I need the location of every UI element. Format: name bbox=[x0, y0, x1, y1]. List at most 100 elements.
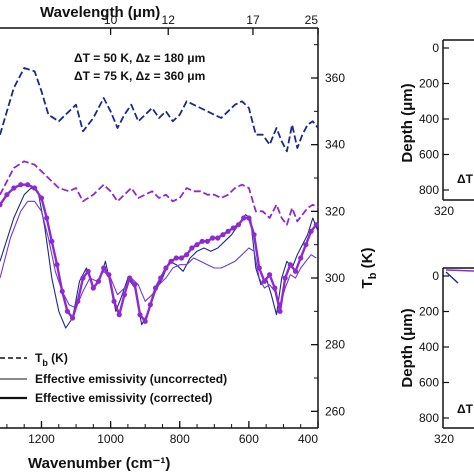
bottom-tick-label: 800 bbox=[170, 432, 190, 446]
depth-tick-label: 0 bbox=[432, 269, 439, 283]
depth-panel-bottom-curve-purple bbox=[445, 269, 474, 272]
series-point bbox=[31, 185, 38, 191]
series-point bbox=[313, 222, 319, 228]
series-point bbox=[4, 192, 10, 198]
legend-thin-label: Effective emissivity (uncorrected) bbox=[35, 372, 227, 386]
main-ticks bbox=[6, 28, 319, 428]
series-point bbox=[209, 235, 216, 241]
bottom-axis-title: Wavenumber (cm⁻¹) bbox=[28, 455, 170, 472]
series-point bbox=[298, 255, 304, 261]
depth-tick-label: 400 bbox=[419, 340, 439, 354]
series-point bbox=[132, 282, 138, 288]
right-tick-label: 260 bbox=[325, 404, 345, 418]
main-tick-labels: 1200 1000 800 600 400 10 12 17 25 260 280 300 320 340… bbox=[28, 13, 345, 446]
bottom-tick-label: 1200 bbox=[28, 432, 55, 446]
series-point bbox=[287, 262, 293, 268]
series-point bbox=[178, 255, 185, 261]
legend-thick-label: Effective emissivity (corrected) bbox=[35, 391, 212, 405]
depth-tick-label: 200 bbox=[419, 77, 439, 91]
main-panel: 1200 1000 800 600 400 10 12 17 25 260 280 300 320 340… bbox=[0, 13, 345, 446]
series-point bbox=[101, 265, 107, 271]
series-point bbox=[44, 215, 50, 221]
legend: Tb (K) Effective emissivity (uncorrected… bbox=[0, 351, 227, 405]
series-point bbox=[261, 278, 268, 284]
depth-panel-bottom-xtick: 320 bbox=[434, 432, 454, 446]
depth-tick-label: 800 bbox=[419, 183, 439, 197]
depth-panel-top-ticks: 0 200 400 600 800 bbox=[419, 41, 449, 197]
series-point bbox=[106, 272, 112, 278]
series-point bbox=[241, 215, 247, 221]
series-point bbox=[235, 222, 242, 228]
series-point bbox=[251, 232, 257, 238]
depth-panel-top-ylabel: Depth (μm) bbox=[399, 83, 416, 162]
depth-panel-bottom-ylabel: Depth (μm) bbox=[399, 308, 416, 387]
legend-dashed-label: Tb (K) bbox=[35, 351, 68, 368]
series-point bbox=[25, 182, 31, 188]
series-point bbox=[158, 275, 164, 281]
series-point bbox=[267, 272, 273, 278]
series-point bbox=[85, 268, 91, 274]
right-tick-label: 300 bbox=[325, 271, 345, 285]
series-line-0 bbox=[0, 67, 319, 153]
depth-panel-bottom: 0 200 400 600 800 Depth (μm) 320 ΔT bbox=[399, 267, 474, 446]
series-point bbox=[111, 298, 117, 304]
right-tick-label: 360 bbox=[325, 71, 345, 85]
legend-dashed-label-rest: (K) bbox=[48, 351, 68, 365]
series-line-4 bbox=[0, 183, 318, 323]
series-point bbox=[59, 288, 65, 294]
right-axis-title: Tb (K) bbox=[359, 248, 379, 289]
series-point bbox=[80, 275, 86, 281]
series-point bbox=[18, 182, 24, 188]
series-point bbox=[184, 252, 190, 258]
bottom-tick-label: 1000 bbox=[97, 432, 124, 446]
bottom-tick-label: 400 bbox=[298, 432, 318, 446]
annotation-50k: ΔT = 50 K, Δz = 180 μm bbox=[74, 51, 205, 65]
right-axis-title-main: T bbox=[359, 279, 376, 288]
bottom-tick-label: 600 bbox=[239, 432, 259, 446]
depth-panel-bottom-ticks: 0 200 400 600 800 bbox=[419, 269, 449, 425]
series-point bbox=[173, 255, 179, 261]
series-point bbox=[127, 275, 133, 281]
top-tick-label: 12 bbox=[162, 13, 176, 27]
top-tick-label: 25 bbox=[305, 13, 319, 27]
series-point bbox=[95, 278, 102, 284]
series-point bbox=[75, 298, 81, 304]
series-point bbox=[163, 265, 169, 271]
series-point bbox=[308, 228, 314, 234]
depth-panel-top-xtick: 320 bbox=[434, 204, 454, 218]
series-point bbox=[69, 315, 76, 321]
top-tick-label: 17 bbox=[246, 13, 260, 27]
series-point bbox=[11, 185, 17, 191]
series-point bbox=[121, 292, 128, 298]
right-axis-title-sub: b bbox=[367, 272, 379, 279]
legend-dashed-label-sub: b bbox=[42, 358, 48, 368]
series-point bbox=[49, 238, 55, 244]
series-point bbox=[204, 238, 210, 244]
right-axis-title-unit: (K) bbox=[359, 248, 376, 273]
top-tick-label: 10 bbox=[104, 13, 118, 27]
depth-panel-top-annotation: ΔT bbox=[457, 172, 474, 186]
series-point bbox=[0, 202, 3, 208]
series-line-1 bbox=[0, 160, 319, 226]
depth-tick-label: 0 bbox=[432, 41, 439, 55]
series-point bbox=[256, 265, 262, 271]
right-tick-label: 340 bbox=[325, 138, 345, 152]
series-point bbox=[137, 312, 143, 318]
series-point bbox=[272, 285, 278, 291]
right-tick-label: 280 bbox=[325, 338, 345, 352]
series-point bbox=[142, 318, 148, 324]
series-point bbox=[215, 235, 221, 241]
series-point bbox=[194, 242, 200, 248]
series-point bbox=[225, 228, 231, 234]
right-tick-label: 320 bbox=[325, 204, 345, 218]
top-axis-title: Wavelength (μm) bbox=[40, 4, 160, 21]
series-point bbox=[246, 215, 252, 221]
series-point bbox=[282, 275, 288, 281]
series-point bbox=[230, 225, 236, 231]
depth-tick-label: 600 bbox=[419, 148, 439, 162]
depth-panel-bottom-curve-navy bbox=[445, 271, 459, 284]
series-point bbox=[199, 238, 205, 244]
series-point bbox=[168, 258, 174, 264]
annotation-75k: ΔT = 75 K, Δz = 360 μm bbox=[74, 69, 205, 83]
series-point bbox=[116, 312, 122, 318]
